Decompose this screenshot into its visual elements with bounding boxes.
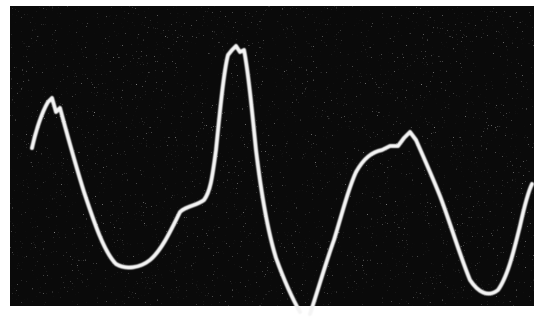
waveform-left bbox=[30, 44, 302, 314]
waveform-right bbox=[308, 130, 534, 316]
screen-noise bbox=[10, 6, 534, 306]
